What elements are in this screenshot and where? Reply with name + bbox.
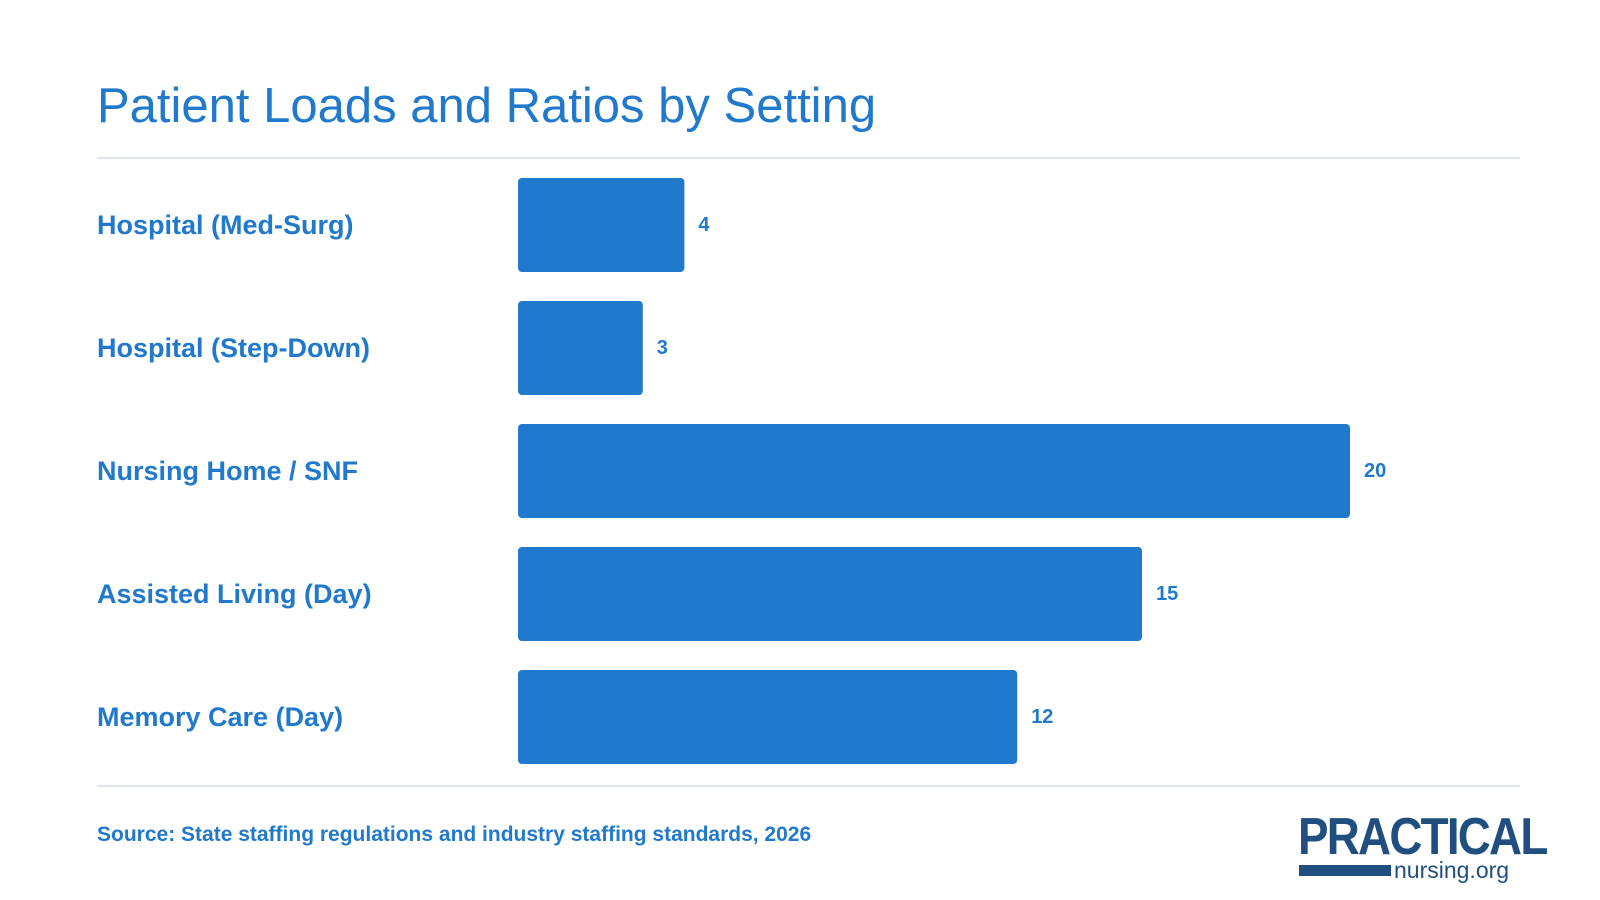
data-label: 12 — [1031, 706, 1053, 728]
logo-underline-bar — [1299, 865, 1391, 876]
practicalnursing-logo[interactable]: PRACTICAL nursing.org — [1298, 811, 1548, 883]
logo-domain: nursing.org — [1394, 857, 1510, 883]
chart-title: Patient Loads and Ratios by Setting — [97, 79, 877, 133]
category-label: Nursing Home / SNF — [97, 456, 358, 486]
bar — [518, 547, 1142, 641]
top-divider — [97, 157, 1520, 159]
bar — [518, 424, 1350, 518]
bar — [518, 670, 1018, 764]
category-label: Hospital (Med-Surg) — [97, 210, 354, 240]
bottom-divider — [97, 785, 1520, 787]
logo-wordmark: PRACTICAL — [1298, 808, 1548, 866]
source-note: Source: State staffing regulations and i… — [97, 823, 812, 846]
category-label: Hospital (Step-Down) — [97, 333, 370, 363]
bar — [518, 301, 643, 395]
category-label: Assisted Living (Day) — [97, 579, 372, 609]
data-label: 15 — [1156, 583, 1178, 605]
data-label: 4 — [698, 214, 710, 236]
data-label: 3 — [657, 337, 668, 359]
bar — [518, 178, 685, 272]
category-label: Memory Care (Day) — [97, 702, 343, 732]
data-label: 20 — [1364, 460, 1386, 482]
